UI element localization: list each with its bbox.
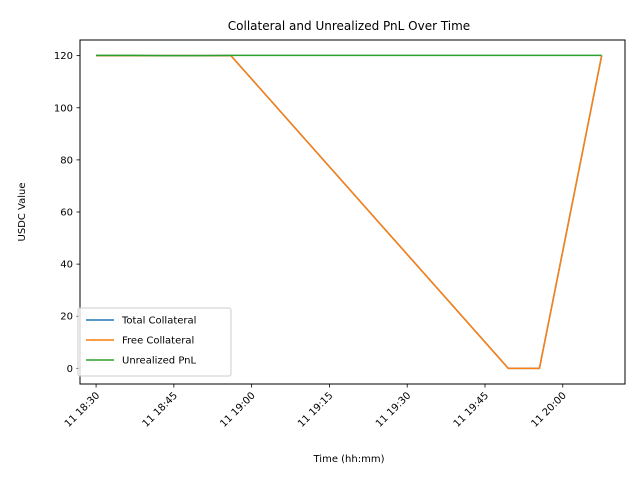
chart-title: Collateral and Unrealized PnL Over Time xyxy=(228,19,470,33)
legend: Total Collateral Free Collateral Unrealize… xyxy=(77,307,232,377)
y-tick-label: 120 xyxy=(54,51,73,62)
y-axis-label: USDC Value xyxy=(17,183,28,242)
legend-entry-label: Free Collateral xyxy=(122,336,194,347)
y-tick-label: 40 xyxy=(60,260,73,271)
legend-entry-label: Unrealized PnL xyxy=(122,356,197,367)
y-tick-label: 80 xyxy=(60,155,73,166)
y-tick-label: 0 xyxy=(67,364,73,375)
y-tick-label: 20 xyxy=(60,312,73,323)
legend-entry-label: Total Collateral xyxy=(121,316,196,327)
y-tick-label: 60 xyxy=(60,208,73,219)
x-axis-label: Time (hh:mm) xyxy=(313,454,385,465)
series-layer xyxy=(96,54,603,370)
y-axis: 0 20 40 60 80 100 120 xyxy=(54,51,80,375)
y-tick-label: 100 xyxy=(54,103,73,114)
legend-box xyxy=(77,307,232,377)
